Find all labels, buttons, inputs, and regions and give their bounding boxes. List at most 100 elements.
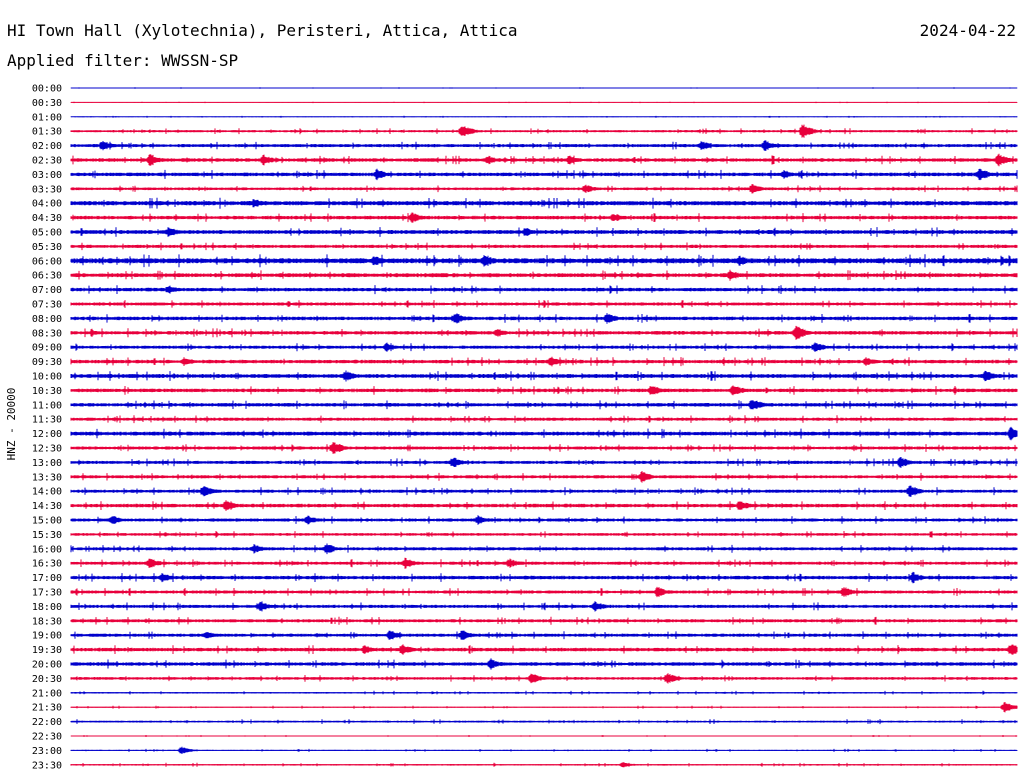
row-time-label: 21:30 bbox=[32, 703, 62, 714]
row-time-label: 06:30 bbox=[32, 271, 62, 282]
row-time-label: 05:00 bbox=[32, 228, 62, 239]
trace-row bbox=[70, 571, 1018, 584]
trace-row bbox=[70, 543, 1018, 555]
row-time-label: 02:00 bbox=[32, 141, 62, 152]
trace-row bbox=[70, 269, 1018, 281]
row-time-label: 23:30 bbox=[32, 760, 62, 771]
trace-group: 00:00 00:30 01:00 01:30 02:00 02:30 03:00 03:30… bbox=[32, 84, 1018, 771]
trace-row bbox=[70, 115, 1018, 118]
trace-row bbox=[70, 285, 1018, 295]
row-time-label: 06:00 bbox=[32, 256, 62, 267]
trace-row bbox=[70, 400, 1018, 410]
filter-label: Applied filter: WWSSN-SP bbox=[7, 51, 238, 70]
trace-row bbox=[70, 601, 1018, 612]
trace-row bbox=[70, 471, 1018, 483]
row-time-label: 18:00 bbox=[32, 602, 62, 613]
row-time-label: 20:00 bbox=[32, 660, 62, 671]
trace-row bbox=[70, 557, 1018, 569]
trace-row bbox=[70, 719, 1018, 725]
trace-row bbox=[70, 325, 1018, 340]
trace-row bbox=[70, 140, 1018, 151]
trace-row bbox=[70, 630, 1018, 640]
row-time-label: 07:00 bbox=[32, 285, 62, 296]
trace-row bbox=[70, 197, 1018, 209]
trace-row bbox=[70, 658, 1018, 670]
trace-row bbox=[70, 500, 1018, 511]
row-time-label: 22:30 bbox=[32, 732, 62, 743]
trace-row bbox=[70, 644, 1018, 655]
date-label: 2024-04-22 bbox=[920, 21, 1016, 40]
row-time-label: 11:00 bbox=[32, 400, 62, 411]
trace-row bbox=[70, 87, 1018, 89]
row-time-label: 03:00 bbox=[32, 170, 62, 181]
row-time-label: 17:30 bbox=[32, 588, 62, 599]
row-time-label: 10:30 bbox=[32, 386, 62, 397]
row-time-label: 23:00 bbox=[32, 746, 62, 757]
row-time-label: 12:30 bbox=[32, 444, 62, 455]
row-time-label: 14:00 bbox=[32, 487, 62, 498]
row-time-label: 22:00 bbox=[32, 717, 62, 728]
trace-row bbox=[70, 385, 1018, 396]
trace-row bbox=[70, 300, 1018, 308]
trace-row bbox=[70, 227, 1018, 237]
row-time-label: 17:00 bbox=[32, 573, 62, 584]
trace-row bbox=[70, 254, 1018, 268]
trace-row bbox=[70, 746, 1018, 754]
trace-row bbox=[70, 242, 1018, 251]
row-time-label: 09:00 bbox=[32, 343, 62, 354]
row-time-label: 07:30 bbox=[32, 300, 62, 311]
trace-row bbox=[70, 101, 1018, 104]
row-time-label: 16:30 bbox=[32, 559, 62, 570]
row-time-label: 14:30 bbox=[32, 501, 62, 512]
trace-row bbox=[70, 124, 1018, 138]
row-time-label: 19:00 bbox=[32, 631, 62, 642]
row-time-label: 01:30 bbox=[32, 127, 62, 138]
trace-row bbox=[70, 485, 1018, 497]
row-time-label: 00:30 bbox=[32, 98, 62, 109]
trace-row bbox=[70, 356, 1018, 367]
row-time-label: 08:00 bbox=[32, 314, 62, 325]
trace-row bbox=[70, 184, 1018, 194]
trace-row bbox=[70, 153, 1018, 167]
trace-row bbox=[70, 426, 1018, 441]
row-time-label: 13:00 bbox=[32, 458, 62, 469]
row-time-label: 05:30 bbox=[32, 242, 62, 253]
trace-row bbox=[70, 586, 1018, 598]
row-time-label: 03:30 bbox=[32, 184, 62, 195]
row-time-label: 12:00 bbox=[32, 429, 62, 440]
row-time-label: 19:30 bbox=[32, 645, 62, 656]
row-time-label: 21:00 bbox=[32, 688, 62, 699]
trace-row bbox=[70, 702, 1018, 713]
y-axis-label: HNZ - 20000 bbox=[5, 388, 18, 461]
trace-row bbox=[70, 762, 1018, 768]
row-time-label: 01:00 bbox=[32, 112, 62, 123]
row-time-label: 15:00 bbox=[32, 516, 62, 527]
trace-row bbox=[70, 168, 1018, 181]
trace-row bbox=[70, 457, 1018, 468]
row-time-label: 04:30 bbox=[32, 213, 62, 224]
row-time-label: 10:00 bbox=[32, 372, 62, 383]
trace-row bbox=[70, 616, 1018, 625]
row-time-label: 15:30 bbox=[32, 530, 62, 541]
row-time-label: 02:30 bbox=[32, 156, 62, 167]
row-time-label: 11:30 bbox=[32, 415, 62, 426]
trace-row bbox=[70, 673, 1018, 684]
trace-row bbox=[70, 370, 1018, 382]
trace-row bbox=[70, 515, 1018, 525]
trace-row bbox=[70, 531, 1018, 538]
row-time-label: 20:30 bbox=[32, 674, 62, 685]
trace-row bbox=[70, 690, 1018, 695]
row-time-label: 09:30 bbox=[32, 357, 62, 368]
trace-row bbox=[70, 415, 1018, 424]
row-time-label: 00:00 bbox=[32, 84, 62, 95]
row-time-label: 16:00 bbox=[32, 544, 62, 555]
trace-row bbox=[70, 212, 1018, 223]
trace-row bbox=[70, 313, 1018, 324]
station-title: HI Town Hall (Xylotechnia), Peristeri, A… bbox=[7, 21, 518, 40]
trace-row bbox=[70, 442, 1018, 454]
row-time-label: 08:30 bbox=[32, 328, 62, 339]
row-time-label: 04:00 bbox=[32, 199, 62, 210]
trace-row bbox=[70, 342, 1018, 352]
row-time-label: 18:30 bbox=[32, 616, 62, 627]
